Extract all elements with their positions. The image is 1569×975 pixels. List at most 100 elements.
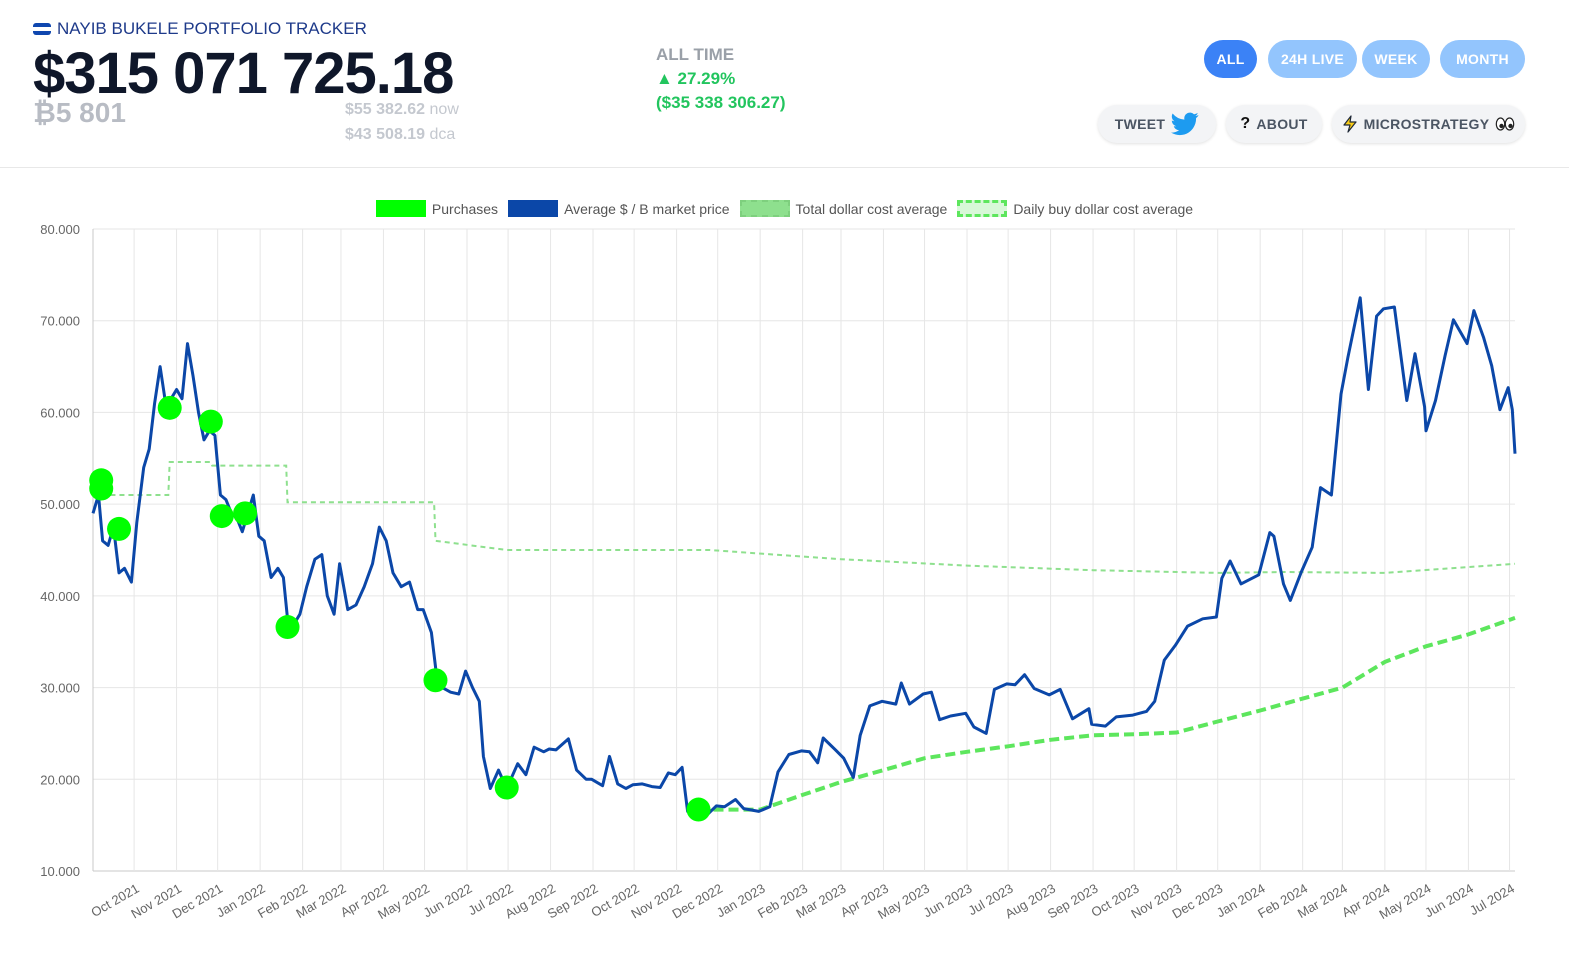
x-tick-label: Apr 2024 bbox=[1339, 881, 1392, 920]
legend-item-purchases[interactable]: Purchases bbox=[375, 200, 499, 217]
x-tick-label: Aug 2022 bbox=[502, 881, 558, 922]
alltime-performance: ALL TIME ▲ 27.29% ($35 338 306.27) bbox=[656, 43, 786, 115]
series-daily-dca bbox=[698, 616, 1516, 812]
now-label: now bbox=[429, 101, 459, 118]
y-tick-label: 20.000 bbox=[40, 772, 80, 787]
x-tick-label: Jul 2024 bbox=[1467, 881, 1517, 919]
microstrategy-label: MICROSTRATEGY bbox=[1363, 116, 1490, 132]
x-tick-label: Jun 2024 bbox=[1422, 881, 1476, 921]
y-tick-label: 50.000 bbox=[40, 497, 80, 512]
dca-label: dca bbox=[429, 126, 456, 143]
range-24h-button[interactable]: 24H LIVE bbox=[1268, 40, 1357, 78]
brand-title: NAYIB BUKELE PORTFOLIO TRACKER bbox=[57, 19, 367, 38]
y-tick-label: 10.000 bbox=[40, 864, 80, 879]
now-price-row: $55 382.62 now bbox=[345, 97, 459, 122]
legend-label-total-dca: Total dollar cost average bbox=[795, 200, 948, 217]
question-mark-icon: ? bbox=[1240, 115, 1251, 132]
chart-series bbox=[91, 296, 1517, 820]
x-tick-label: Jul 2023 bbox=[966, 881, 1016, 919]
eyes-icon bbox=[1496, 117, 1515, 131]
series-total-dca bbox=[92, 461, 1516, 574]
x-tick-label: Dec 2022 bbox=[669, 881, 725, 922]
brand[interactable]: NAYIB BUKELE PORTFOLIO TRACKER bbox=[33, 19, 367, 39]
x-tick-label: Oct 2022 bbox=[588, 881, 641, 920]
x-tick-label: Sep 2023 bbox=[1045, 881, 1101, 922]
x-tick-label: Jun 2022 bbox=[421, 881, 475, 921]
alltime-label: ALL TIME bbox=[656, 45, 735, 64]
y-axis: 10.000 20.000 30.000 40.000 50.000 60.000 70.0… bbox=[40, 222, 80, 879]
y-tick-label: 60.000 bbox=[40, 405, 80, 420]
x-tick-label: May 2023 bbox=[875, 881, 932, 923]
dca-price-row: $43 508.19 dca bbox=[345, 122, 459, 147]
x-tick-label: Sep 2022 bbox=[545, 881, 601, 922]
x-tick-label: Apr 2023 bbox=[838, 881, 891, 920]
purchase-point[interactable] bbox=[275, 615, 300, 640]
alltime-abs: ($35 338 306.27) bbox=[656, 93, 786, 112]
purchase-point[interactable] bbox=[89, 468, 114, 493]
legend-swatch-daily-dca bbox=[957, 200, 1008, 217]
y-tick-label: 40.000 bbox=[40, 589, 80, 604]
legend-swatch-market bbox=[508, 200, 559, 217]
x-tick-label: Apr 2022 bbox=[338, 881, 391, 920]
legend-swatch-total-dca bbox=[739, 200, 790, 217]
x-tick-label: May 2022 bbox=[375, 881, 432, 923]
x-tick-label: Jan 2024 bbox=[1214, 881, 1268, 921]
about-button[interactable]: ? ABOUT bbox=[1226, 105, 1322, 143]
y-tick-label: 30.000 bbox=[40, 681, 80, 696]
el-salvador-flag-icon bbox=[33, 23, 51, 35]
tweet-button[interactable]: TWEET bbox=[1098, 105, 1216, 143]
x-tick-label: Nov 2023 bbox=[1128, 881, 1184, 922]
purchase-point[interactable] bbox=[233, 501, 258, 526]
purchase-point[interactable] bbox=[198, 409, 223, 434]
x-tick-label: Mar 2022 bbox=[293, 881, 348, 921]
x-tick-label: Jul 2022 bbox=[466, 881, 516, 919]
range-week-button[interactable]: WEEK bbox=[1362, 40, 1430, 78]
y-tick-label: 80.000 bbox=[40, 222, 80, 237]
purchase-point[interactable] bbox=[423, 668, 448, 693]
chart-grid bbox=[92, 228, 1515, 872]
purchase-point[interactable] bbox=[157, 395, 182, 420]
legend-item-daily-dca[interactable]: Daily buy dollar cost average bbox=[957, 200, 1193, 217]
legend-label-market: Average $ / B market price bbox=[564, 200, 730, 217]
legend-label-daily-dca: Daily buy dollar cost average bbox=[1013, 200, 1194, 217]
now-price: $55 382.62 bbox=[345, 101, 426, 118]
about-label: ABOUT bbox=[1256, 116, 1308, 132]
range-month-button[interactable]: MONTH bbox=[1440, 40, 1525, 78]
x-tick-label: Feb 2022 bbox=[255, 881, 310, 921]
range-all-button[interactable]: ALL bbox=[1204, 40, 1257, 78]
x-tick-label: Mar 2023 bbox=[793, 881, 848, 921]
legend-item-market[interactable]: Average $ / B market price bbox=[508, 200, 730, 217]
legend-swatch-purchases bbox=[375, 200, 426, 217]
x-tick-label: Dec 2021 bbox=[169, 881, 225, 922]
x-tick-label: Nov 2022 bbox=[628, 881, 684, 922]
btc-amount: ₿5 801 bbox=[33, 97, 126, 128]
lightning-icon bbox=[1343, 115, 1357, 133]
series-market-price bbox=[91, 296, 1517, 820]
purchase-point[interactable] bbox=[107, 516, 132, 541]
microstrategy-button[interactable]: MICROSTRATEGY bbox=[1332, 105, 1525, 143]
x-tick-label: Dec 2023 bbox=[1170, 881, 1226, 922]
x-tick-label: Oct 2021 bbox=[88, 881, 141, 920]
price-info: $55 382.62 now $43 508.19 dca bbox=[345, 97, 459, 147]
twitter-bird-icon bbox=[1171, 112, 1199, 136]
y-tick-label: 70.000 bbox=[40, 314, 80, 329]
x-tick-label: Jun 2023 bbox=[921, 881, 975, 921]
legend-item-total-dca[interactable]: Total dollar cost average bbox=[739, 200, 948, 217]
x-tick-label: Nov 2021 bbox=[128, 881, 184, 922]
x-tick-label: May 2024 bbox=[1377, 881, 1434, 923]
x-tick-label: Mar 2024 bbox=[1295, 881, 1350, 921]
purchase-point[interactable] bbox=[686, 797, 711, 822]
purchase-point[interactable] bbox=[89, 476, 114, 501]
x-tick-label: Jan 2023 bbox=[714, 881, 768, 921]
purchase-markers bbox=[89, 395, 711, 822]
purchase-point[interactable] bbox=[209, 504, 234, 529]
x-tick-label: Feb 2023 bbox=[755, 881, 810, 921]
x-tick-label: Jan 2022 bbox=[214, 881, 268, 921]
dca-price: $43 508.19 bbox=[345, 126, 426, 143]
legend-label-purchases: Purchases bbox=[431, 200, 499, 217]
portfolio-value: $315 071 725.18 bbox=[33, 41, 454, 106]
x-tick-label: Aug 2023 bbox=[1002, 881, 1058, 922]
tweet-label: TWEET bbox=[1114, 116, 1166, 132]
purchase-point[interactable] bbox=[494, 775, 519, 800]
